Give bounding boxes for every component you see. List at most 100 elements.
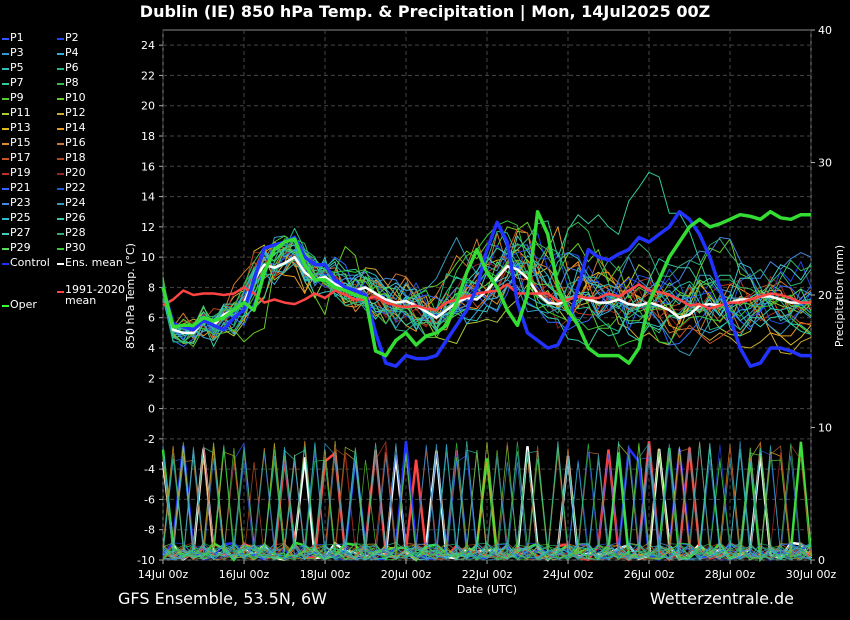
legend-swatch bbox=[2, 68, 9, 70]
legend-label: P9 bbox=[10, 91, 24, 104]
legend-label: 1991-2020 mean bbox=[65, 283, 125, 307]
legend-swatch bbox=[2, 83, 9, 85]
legend-swatch bbox=[2, 98, 9, 100]
precip-line bbox=[162, 442, 812, 561]
x-axis: 14Jul 00z 16Jul 00z 18Jul 00z 20Jul 00z 22Ju… bbox=[138, 560, 837, 581]
y-tick-left-label: -4 bbox=[144, 463, 155, 476]
legend-swatch bbox=[57, 188, 64, 190]
legend-label: P23 bbox=[10, 196, 31, 209]
series-line-control bbox=[161, 209, 811, 368]
y-tick-left-label: 24 bbox=[141, 39, 155, 52]
precip-line bbox=[161, 441, 813, 563]
series-line-p4 bbox=[162, 249, 812, 341]
x-tick-label: 14Jul 00z bbox=[138, 568, 189, 581]
legend-label: P11 bbox=[10, 106, 31, 119]
legend-label: P20 bbox=[65, 166, 86, 179]
y-axis-right: 40 30 20 10 0 bbox=[811, 24, 832, 567]
legend-swatch bbox=[57, 218, 64, 220]
y-tick-right-label: 30 bbox=[818, 157, 832, 170]
legend-swatch bbox=[57, 38, 64, 40]
legend-swatch bbox=[2, 158, 9, 160]
legend-swatch bbox=[2, 173, 9, 175]
y-tick-left-label: 8 bbox=[148, 281, 155, 294]
y-tick-left-label: 14 bbox=[141, 191, 155, 204]
legend-label: P6 bbox=[65, 61, 79, 74]
main-lines bbox=[161, 209, 811, 368]
y-tick-right-label: 20 bbox=[818, 289, 832, 302]
y-tick-left-label: 4 bbox=[148, 342, 155, 355]
y-tick-right-label: 10 bbox=[818, 422, 832, 435]
y-tick-left-label: 16 bbox=[141, 160, 155, 173]
y-tick-left-label: -8 bbox=[144, 524, 155, 537]
y-axis-left-label: 850 hPa Temp. (°C) bbox=[124, 243, 137, 349]
y-tick-left-label: 18 bbox=[141, 130, 155, 143]
x-tick-label: 30Jul 00z bbox=[786, 568, 837, 581]
legend-label: P24 bbox=[65, 196, 86, 209]
legend-label: P29 bbox=[10, 241, 31, 254]
legend-label: P1 bbox=[10, 31, 24, 44]
legend-swatch bbox=[2, 128, 9, 130]
legend-swatch bbox=[2, 233, 9, 235]
legend-swatch bbox=[57, 83, 64, 85]
legend-swatch bbox=[57, 128, 64, 130]
y-tick-right-label: 40 bbox=[818, 24, 832, 37]
x-tick-label: 26Jul 00z bbox=[624, 568, 675, 581]
legend-swatch bbox=[57, 158, 64, 160]
legend-label: P26 bbox=[65, 211, 86, 224]
legend-swatch bbox=[57, 68, 64, 70]
legend-label: P14 bbox=[65, 121, 86, 134]
legend-label: P16 bbox=[65, 136, 86, 149]
legend-swatch bbox=[57, 291, 64, 293]
legend-swatch bbox=[57, 53, 64, 55]
y-tick-left-label: 6 bbox=[148, 312, 155, 325]
legend-label: Oper bbox=[10, 298, 37, 311]
legend-swatch bbox=[57, 173, 64, 175]
legend-label: P10 bbox=[65, 91, 86, 104]
legend-label: P21 bbox=[10, 181, 31, 194]
legend-swatch bbox=[57, 263, 64, 265]
legend-label: P15 bbox=[10, 136, 31, 149]
x-tick-label: 16Jul 00z bbox=[219, 568, 270, 581]
precip-line bbox=[162, 441, 812, 561]
legend-swatch bbox=[2, 143, 9, 145]
legend-swatch bbox=[57, 233, 64, 235]
series-line-p10 bbox=[162, 221, 812, 347]
precip-line bbox=[162, 443, 812, 561]
legend-swatch bbox=[2, 113, 9, 115]
precip-line bbox=[162, 459, 812, 561]
y-tick-left-label: 12 bbox=[141, 221, 155, 234]
x-tick-label: 22Jul 00z bbox=[462, 568, 513, 581]
series-line-p7 bbox=[162, 171, 812, 347]
legend-swatch bbox=[2, 263, 9, 265]
legend-label: P5 bbox=[10, 61, 24, 74]
x-tick-label: 20Jul 00z bbox=[381, 568, 432, 581]
legend-label: P7 bbox=[10, 76, 24, 89]
legend-label: P3 bbox=[10, 46, 24, 59]
legend-label: P12 bbox=[65, 106, 86, 119]
legend-swatch bbox=[57, 248, 64, 250]
legend-swatch bbox=[2, 188, 9, 190]
y-tick-left-label: -2 bbox=[144, 433, 155, 446]
legend-swatch bbox=[57, 143, 64, 145]
legend-label: P22 bbox=[65, 181, 86, 194]
legend-label: P4 bbox=[65, 46, 79, 59]
series-line-1991-2020-mean bbox=[162, 283, 811, 312]
y-axis-right-label: Precipitation (mm) bbox=[833, 245, 846, 347]
y-tick-left-label: 0 bbox=[148, 403, 155, 416]
legend-swatch bbox=[57, 203, 64, 205]
legend-label: P25 bbox=[10, 211, 31, 224]
y-tick-right-label: 0 bbox=[818, 554, 825, 567]
precipitation-lines bbox=[161, 440, 813, 563]
legend-label: P27 bbox=[10, 226, 31, 239]
legend-label: P28 bbox=[65, 226, 86, 239]
legend-label: Ens. mean bbox=[65, 256, 123, 269]
legend-label: Control bbox=[10, 256, 50, 269]
y-tick-left-label: 2 bbox=[148, 372, 155, 385]
series-line-p14 bbox=[162, 226, 812, 337]
legend-label: P19 bbox=[10, 166, 31, 179]
legend-label: P8 bbox=[65, 76, 79, 89]
legend-swatch bbox=[2, 218, 9, 220]
legend-label: P2 bbox=[65, 31, 79, 44]
